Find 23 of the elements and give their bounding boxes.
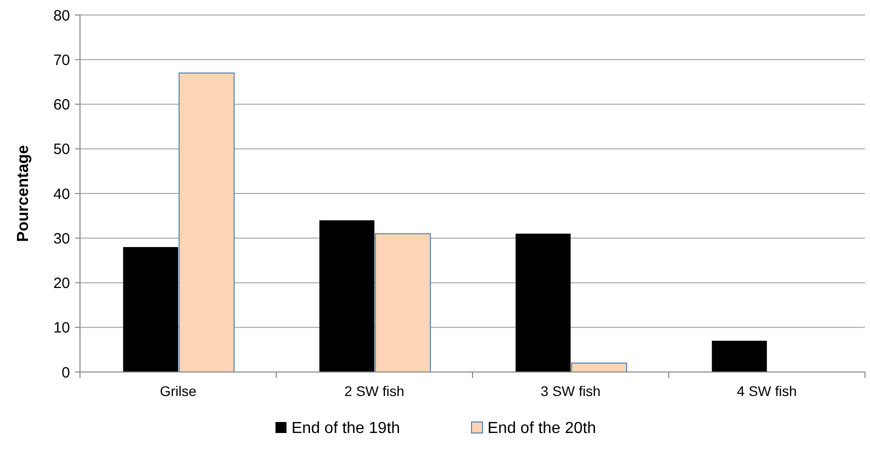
y-tick-label: 50 <box>53 141 70 158</box>
y-tick-label: 40 <box>53 186 70 203</box>
y-tick-label: 0 <box>62 364 70 382</box>
bar <box>516 234 571 372</box>
y-tick-label: 80 <box>53 7 70 24</box>
y-axis-title: Pourcentage <box>15 144 32 242</box>
legend-label: End of the 19th <box>292 420 400 437</box>
y-tick-label: 30 <box>53 230 70 248</box>
y-tick-label: 60 <box>53 96 70 114</box>
bar <box>374 233 431 372</box>
legend-label: End of the 20th <box>488 420 596 437</box>
x-tick-label: 3 SW fish <box>540 383 601 399</box>
bar <box>178 72 235 372</box>
bar <box>319 220 374 372</box>
y-tick-label: 10 <box>53 320 70 337</box>
bar <box>123 247 178 372</box>
x-tick-label: Grilse <box>160 383 197 399</box>
y-tick-label: 20 <box>53 275 70 292</box>
x-tick-label: 4 SW fish <box>736 383 797 399</box>
x-tick-label: 2 SW fish <box>344 383 404 399</box>
bar <box>571 362 628 372</box>
bar <box>712 340 767 372</box>
y-tick-label: 70 <box>53 52 70 69</box>
